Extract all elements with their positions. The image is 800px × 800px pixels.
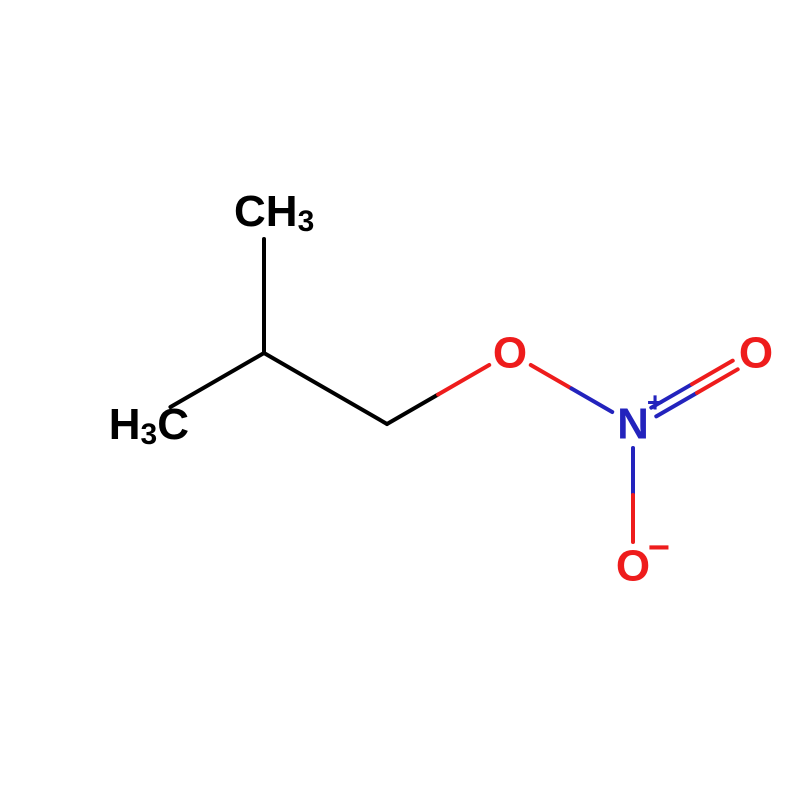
charge-minus: − [648, 527, 670, 569]
atoms-layer: CH3H3CON+OO− [109, 187, 773, 591]
atom-O_dbl: O [739, 329, 773, 378]
atom-CH3_top: CH3 [234, 187, 314, 238]
atom-N: N [617, 400, 649, 449]
atom-O_neg: O [616, 542, 650, 591]
charge-plus: + [647, 387, 663, 418]
atom-O_ester: O [493, 329, 527, 378]
atom-H3C_left: H3C [109, 400, 189, 451]
molecule-canvas: CH3H3CON+OO− [0, 0, 800, 800]
